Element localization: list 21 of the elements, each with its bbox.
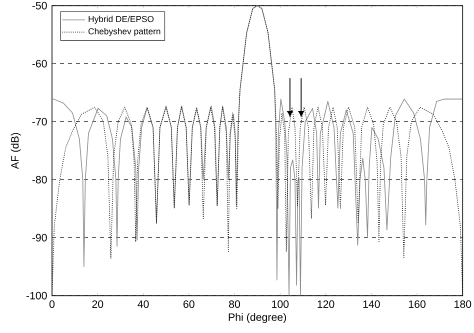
x-tick-label: 140 [363,300,380,308]
x-tick-label: 80 [229,300,240,308]
y-tick-label: -60 [32,60,47,68]
y-tick-label: -70 [32,118,47,126]
y-tick-label: -50 [32,2,47,10]
x-tick-label: 0 [49,300,55,308]
x-axis-title: Phi (degree) [228,313,286,324]
x-tick-label: 120 [318,300,334,308]
line-series [52,6,463,296]
y-tick-label: -100 [26,292,47,300]
legend-label: Chebyshev pattern [88,28,160,36]
legend-label: Hybrid DE/EPSO [88,16,154,24]
x-tick-label: 60 [184,300,194,308]
x-tick-label: 100 [272,300,289,308]
y-axis-title: AF (dB) [10,132,21,170]
x-tick-label: 180 [454,300,472,308]
x-tick-label: 40 [138,300,149,308]
x-tick-label: 160 [408,300,426,308]
x-tick-label: 20 [92,300,104,308]
y-tick-label: -90 [32,234,47,242]
y-tick-label: -80 [32,176,47,184]
